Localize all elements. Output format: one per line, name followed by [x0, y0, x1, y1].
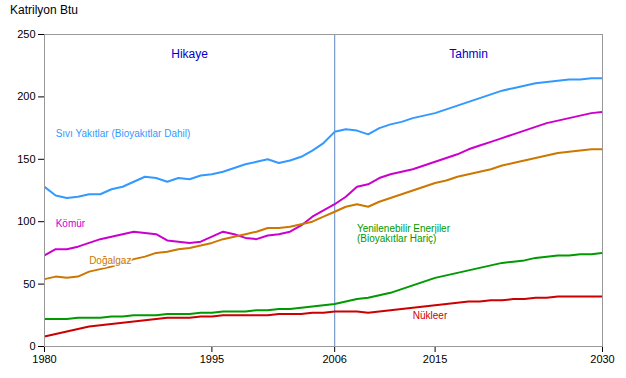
- svg-text:250: 250: [17, 28, 35, 40]
- svg-text:150: 150: [17, 153, 35, 165]
- svg-text:50: 50: [23, 278, 35, 290]
- svg-text:1995: 1995: [200, 353, 224, 365]
- svg-text:Doğalgaz: Doğalgaz: [89, 255, 131, 266]
- svg-text:Sıvı Yakıtlar (Bioyakıtlar Dah: Sıvı Yakıtlar (Bioyakıtlar Dahil): [56, 128, 191, 139]
- svg-text:1980: 1980: [32, 353, 56, 365]
- html-text:Katrilyon Btu: Katrilyon Btu: [10, 3, 78, 17]
- svg-text:0: 0: [29, 340, 35, 352]
- svg-text:Nükleer: Nükleer: [413, 310, 448, 321]
- svg-text:Tahmin: Tahmin: [449, 47, 488, 61]
- svg-text:Yenilenebilir Enerjiler(Bioyak: Yenilenebilir Enerjiler(Bioyakıtlar Hari…: [357, 223, 451, 244]
- svg-text:2006: 2006: [322, 353, 346, 365]
- svg-text:100: 100: [17, 215, 35, 227]
- svg-text:Kömür: Kömür: [56, 218, 86, 229]
- svg-text:2030: 2030: [590, 353, 614, 365]
- svg-text:2015: 2015: [423, 353, 447, 365]
- svg-text:Hikaye: Hikaye: [171, 47, 208, 61]
- svg-text:200: 200: [17, 90, 35, 102]
